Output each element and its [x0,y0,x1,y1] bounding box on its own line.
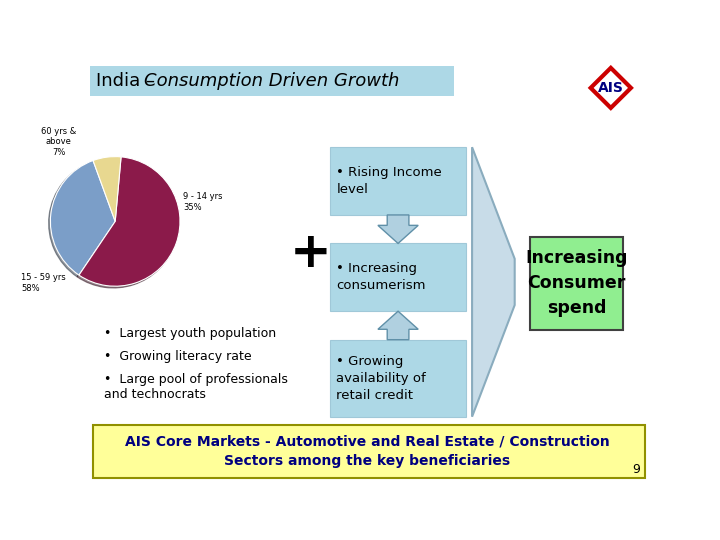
Text: 60 yrs &
above
7%: 60 yrs & above 7% [41,127,76,157]
Text: •  Large pool of professionals
and technocrats: • Large pool of professionals and techno… [104,373,288,401]
Text: 15 - 59 yrs
58%: 15 - 59 yrs 58% [22,273,66,293]
Text: •  Largest youth population: • Largest youth population [104,327,276,340]
Text: • Growing
availability of
retail credit: • Growing availability of retail credit [336,355,426,402]
Bar [330,147,466,215]
Wedge shape [50,160,115,275]
Polygon shape [590,68,631,108]
Text: +: + [290,230,332,278]
Text: Consumption Driven Growth: Consumption Driven Growth [144,72,400,90]
Bar [93,425,645,477]
Text: 9: 9 [632,463,640,476]
Text: AIS: AIS [598,81,624,95]
Bar [530,237,624,330]
Text: • Increasing
consumerism: • Increasing consumerism [336,262,426,292]
Text: Increasing
Consumer
spend: Increasing Consumer spend [526,249,628,318]
Text: •  Growing literacy rate: • Growing literacy rate [104,350,251,363]
Bar [90,66,454,96]
Text: AIS Core Markets - Automotive and Real Estate / Construction
Sectors among the k: AIS Core Markets - Automotive and Real E… [125,435,610,468]
Bar [330,244,466,311]
Wedge shape [93,157,121,221]
Text: 9 - 14 yrs
35%: 9 - 14 yrs 35% [184,192,222,212]
Wedge shape [79,157,180,286]
Polygon shape [378,215,418,244]
Text: India –: India – [96,72,161,90]
Bar [330,340,466,417]
Polygon shape [472,147,515,417]
Text: • Rising Income
level: • Rising Income level [336,166,442,196]
Polygon shape [378,311,418,340]
